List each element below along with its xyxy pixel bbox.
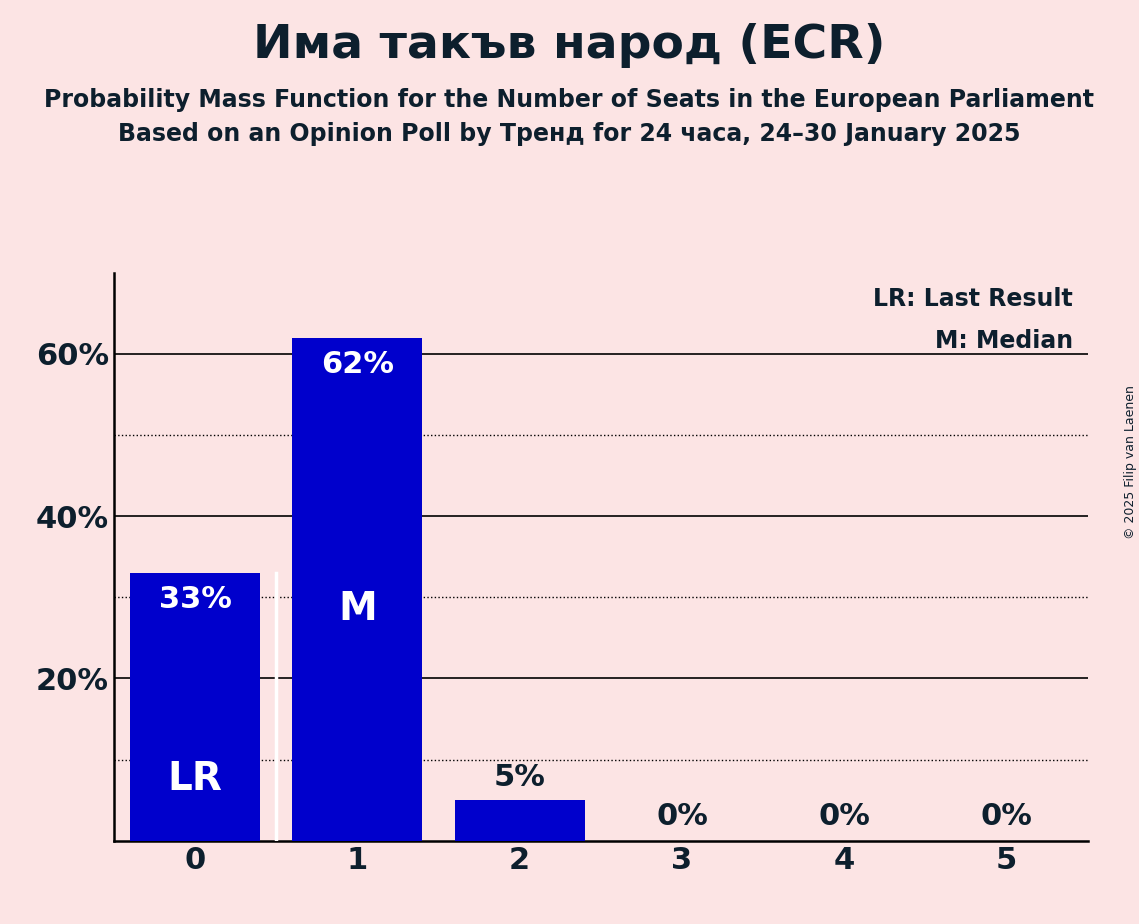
Text: 0%: 0%: [981, 802, 1033, 831]
Text: 62%: 62%: [321, 349, 394, 379]
Text: 33%: 33%: [158, 585, 231, 614]
Text: Probability Mass Function for the Number of Seats in the European Parliament: Probability Mass Function for the Number…: [44, 88, 1095, 112]
Text: 0%: 0%: [818, 802, 870, 831]
Bar: [293, 337, 423, 841]
Text: © 2025 Filip van Laenen: © 2025 Filip van Laenen: [1124, 385, 1137, 539]
Text: LR: LR: [167, 760, 222, 798]
Text: Based on an Opinion Poll by Тренд for 24 часа, 24–30 January 2025: Based on an Opinion Poll by Тренд for 24…: [118, 122, 1021, 146]
Text: 5%: 5%: [493, 763, 546, 792]
Text: 0%: 0%: [656, 802, 708, 831]
Bar: [130, 573, 260, 841]
Text: Има такъв народ (ECR): Има такъв народ (ECR): [253, 23, 886, 68]
Text: M: Median: M: Median: [935, 329, 1073, 353]
Text: M: M: [338, 590, 377, 628]
Bar: [454, 800, 584, 841]
Text: LR: Last Result: LR: Last Result: [874, 286, 1073, 310]
